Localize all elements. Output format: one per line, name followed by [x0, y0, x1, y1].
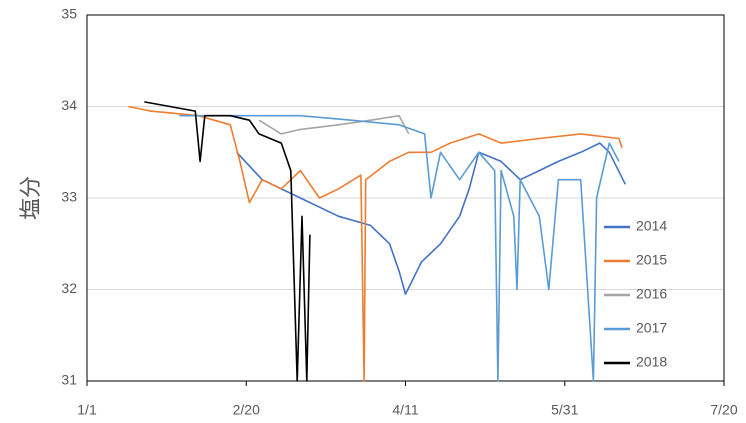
series-line: [179, 114, 620, 382]
x-tick-label: 7/20: [710, 402, 737, 418]
x-tick-label: 5/31: [551, 402, 578, 418]
legend-label: 2015: [636, 252, 667, 268]
x-tick-label: 1/1: [77, 402, 97, 418]
legend-label: 2016: [636, 286, 667, 302]
series-line: [128, 105, 623, 382]
x-tick-label: 2/20: [233, 402, 260, 418]
series-line: [236, 142, 627, 295]
y-tick-label: 35: [61, 6, 77, 22]
y-axis-title: 塩分: [18, 176, 43, 220]
legend-label: 2014: [636, 218, 667, 234]
legend-label: 2017: [636, 320, 667, 336]
y-tick-label: 32: [61, 280, 77, 296]
plot-frame: [86, 14, 725, 382]
y-tick-label: 31: [61, 372, 77, 388]
series-line: [258, 114, 410, 135]
y-tick-label: 34: [61, 97, 77, 113]
x-tick-label: 4/11: [392, 402, 418, 418]
y-tick-label: 33: [61, 189, 77, 205]
series-line: [144, 101, 311, 382]
legend-label: 2018: [636, 354, 667, 370]
